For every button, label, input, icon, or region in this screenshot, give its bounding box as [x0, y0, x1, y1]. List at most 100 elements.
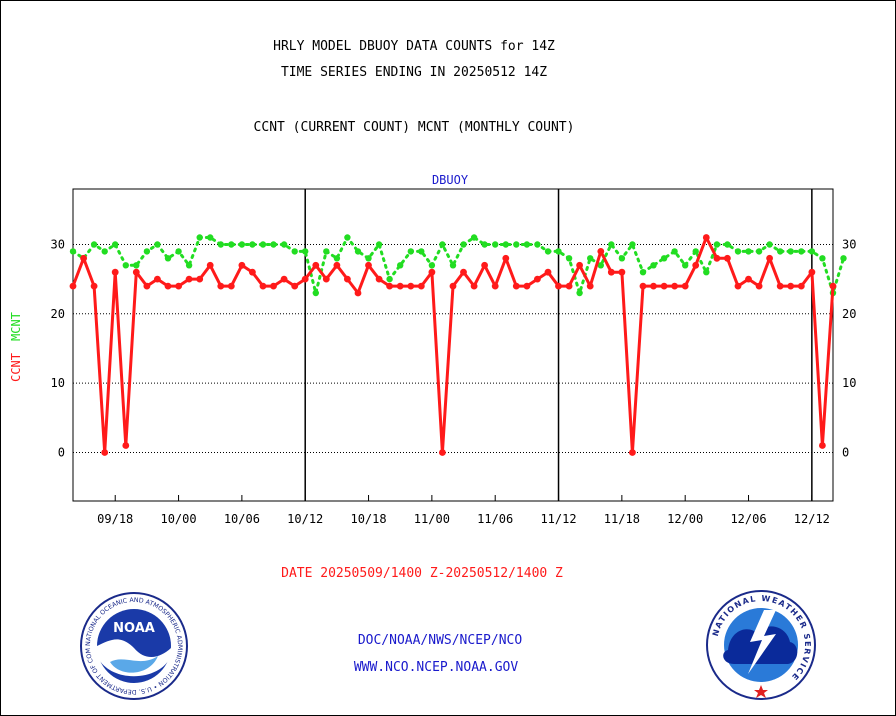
ccnt-data-point	[639, 282, 647, 290]
mcnt-data-point	[407, 248, 414, 255]
ccnt-data-point	[164, 282, 172, 290]
ccnt-data-point	[766, 254, 773, 262]
ccnt-data-point	[80, 254, 87, 262]
ccnt-data-point	[819, 442, 826, 449]
ccnt-series-line	[71, 236, 835, 454]
mcnt-data-point	[671, 248, 678, 255]
ccnt-data-point	[660, 282, 668, 290]
mcnt-data-point	[270, 241, 277, 248]
mcnt-data-point	[502, 241, 509, 248]
mcnt-data-point	[544, 248, 552, 255]
mcnt-data-point	[428, 262, 436, 269]
x-tick-label: 11/06	[477, 512, 513, 526]
y-tick-label-right: 30	[842, 237, 856, 251]
ccnt-data-point	[734, 282, 742, 290]
ccnt-data-point	[713, 254, 721, 262]
mcnt-data-point	[639, 269, 647, 276]
mcnt-data-point	[608, 241, 615, 248]
x-tick-label: 10/12	[287, 512, 323, 526]
mcnt-data-point	[576, 289, 583, 297]
mcnt-data-point	[291, 248, 298, 255]
ccnt-data-point	[185, 275, 193, 283]
ccnt-data-point	[776, 282, 784, 290]
ccnt-data-point	[702, 234, 710, 241]
mcnt-data-point	[354, 248, 362, 255]
ccnt-data-point	[481, 261, 488, 269]
mcnt-data-point	[312, 289, 319, 297]
mcnt-data-point	[249, 241, 256, 248]
mcnt-data-point	[766, 241, 773, 248]
x-tick-label: 12/12	[794, 512, 830, 526]
ccnt-data-point	[428, 268, 436, 276]
mcnt-data-point	[112, 241, 119, 248]
ccnt-data-point	[829, 282, 837, 290]
ccnt-data-point	[143, 282, 151, 290]
y-axis-label-mcnt: MCNT	[9, 312, 23, 341]
ccnt-data-point	[502, 254, 510, 262]
ccnt-data-point	[512, 282, 520, 290]
mcnt-data-point	[513, 241, 520, 248]
ccnt-data-point	[227, 282, 235, 290]
mcnt-data-point	[365, 255, 372, 262]
ccnt-data-point	[312, 261, 320, 269]
x-tick-label: 11/12	[540, 512, 576, 526]
mcnt-data-point	[470, 234, 478, 241]
x-tick-label: 12/06	[730, 512, 766, 526]
ccnt-data-point	[724, 254, 731, 262]
y-tick-label-right: 10	[842, 376, 856, 390]
mcnt-data-point	[682, 262, 689, 269]
x-tick-label: 12/00	[667, 512, 703, 526]
ccnt-data-point	[797, 282, 805, 290]
mcnt-data-point	[492, 241, 499, 248]
ccnt-data-point	[460, 268, 467, 276]
ccnt-data-point	[90, 282, 98, 290]
mcnt-data-point	[660, 255, 668, 262]
x-tick-label: 11/18	[604, 512, 640, 526]
y-tick-label-left: 0	[58, 445, 65, 459]
ccnt-data-point	[618, 268, 626, 276]
mcnt-data-point	[344, 234, 351, 241]
mcnt-data-point	[154, 241, 161, 248]
ccnt-data-point	[523, 282, 531, 290]
mcnt-data-point	[323, 248, 330, 255]
x-tick-label: 10/06	[224, 512, 260, 526]
mcnt-data-point	[196, 234, 203, 241]
ccnt-data-point	[396, 282, 404, 290]
chart-panel-title: DBUOY	[432, 173, 469, 187]
mcnt-data-point	[745, 248, 752, 255]
nws-logo: NATIONAL WEATHER SERVICE	[706, 590, 816, 700]
mcnt-data-point	[755, 248, 763, 255]
ccnt-data-point	[576, 261, 583, 269]
mcnt-data-point	[798, 248, 805, 255]
ccnt-data-point	[650, 282, 657, 290]
noaa-logo-label: NOAA	[113, 621, 155, 636]
ccnt-data-point	[449, 282, 457, 290]
ccnt-data-point	[333, 261, 341, 269]
ccnt-data-point	[196, 275, 204, 283]
ccnt-data-point	[154, 275, 161, 283]
ccnt-data-point	[322, 275, 330, 283]
mcnt-data-point	[185, 262, 193, 269]
website-label: WWW.NCO.NCEP.NOAA.GOV	[353, 660, 519, 675]
ccnt-data-point	[808, 268, 816, 276]
ccnt-data-point	[280, 275, 288, 283]
ccnt-data-point	[175, 282, 183, 290]
x-tick-label: 11/00	[414, 512, 450, 526]
mcnt-data-point	[734, 248, 742, 255]
ccnt-data-point	[386, 282, 393, 290]
x-tick-label: 10/00	[160, 512, 196, 526]
ccnt-data-point	[301, 275, 309, 283]
plot-frame	[72, 188, 834, 502]
mcnt-data-point	[69, 248, 77, 255]
ccnt-data-point	[111, 268, 119, 276]
y-tick-label-right: 0	[842, 445, 849, 459]
mcnt-data-point	[534, 241, 541, 248]
ccnt-data-point	[745, 275, 752, 283]
mcnt-data-point	[555, 248, 562, 255]
mcnt-data-point	[439, 241, 446, 248]
y-tick-label-right: 20	[842, 307, 856, 321]
mcnt-data-point	[713, 241, 721, 248]
mcnt-data-point	[787, 248, 794, 255]
ccnt-data-point	[681, 282, 689, 290]
mcnt-data-point	[449, 262, 457, 269]
